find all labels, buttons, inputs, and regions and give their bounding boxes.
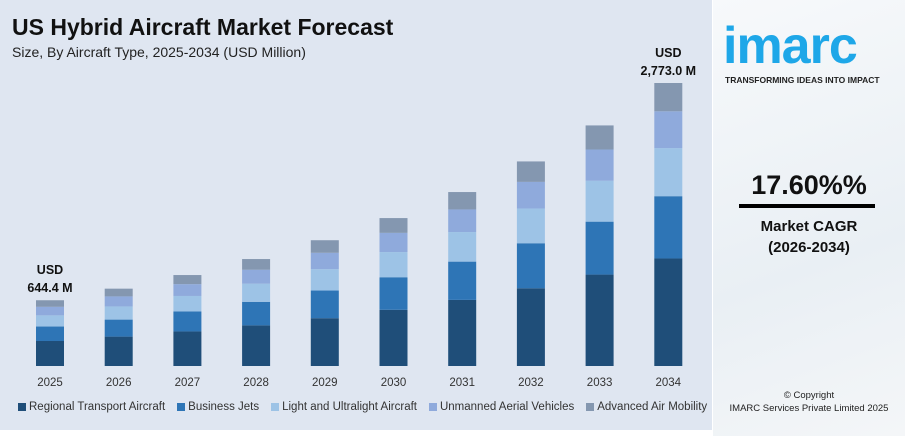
bar-segment-2030-3 bbox=[379, 232, 408, 253]
legend-label: Advanced Air Mobility bbox=[597, 401, 708, 413]
x-tick-label: 2028 bbox=[243, 377, 269, 389]
x-tick-label: 2032 bbox=[518, 377, 544, 389]
bar-segment-2031-0 bbox=[448, 299, 477, 366]
bar-segment-2034-1 bbox=[654, 196, 683, 259]
legend-swatch bbox=[428, 403, 437, 411]
x-tick-label: 2027 bbox=[175, 377, 201, 389]
bar-segment-2026-2 bbox=[104, 306, 133, 320]
bar-segment-2030-0 bbox=[379, 309, 408, 366]
legend-label: Light and Ultralight Aircraft bbox=[282, 401, 417, 413]
cagr-label: Market CAGR bbox=[760, 218, 858, 235]
legend-item: Business Jets bbox=[177, 401, 259, 413]
bar-segment-2031-1 bbox=[448, 261, 477, 300]
bar-segment-2030-2 bbox=[379, 252, 408, 278]
total-annotation: USD bbox=[37, 263, 63, 277]
copyright: © Copyright bbox=[783, 390, 835, 401]
bar-segment-2033-0 bbox=[585, 274, 614, 366]
bar-segment-2033-3 bbox=[585, 149, 614, 181]
bar-segment-2030-4 bbox=[379, 218, 408, 233]
bar-segment-2034-2 bbox=[654, 148, 683, 197]
x-tick-label: 2026 bbox=[106, 377, 132, 389]
bar-segment-2027-2 bbox=[173, 295, 202, 312]
bar-segment-2025-3 bbox=[36, 306, 64, 316]
bar-segment-2034-3 bbox=[654, 111, 683, 149]
bar-segment-2026-4 bbox=[104, 288, 133, 297]
bar-segment-2025-4 bbox=[36, 300, 64, 307]
x-tick-label: 2030 bbox=[381, 377, 407, 389]
bar-segment-2027-0 bbox=[173, 331, 202, 366]
bar-segment-2028-4 bbox=[242, 259, 271, 270]
legend-swatch bbox=[177, 403, 186, 411]
bar-segment-2033-2 bbox=[585, 180, 614, 222]
bar-plot: 2025 USD 644.4 M 2026 2027 2028 2029 2030 2031 20… bbox=[27, 46, 697, 389]
bar-segment-2028-0 bbox=[242, 325, 271, 366]
legend-item: Light and Ultralight Aircraft bbox=[271, 401, 417, 413]
bar-segment-2026-1 bbox=[104, 319, 133, 337]
legend-item: Advanced Air Mobility bbox=[586, 401, 707, 413]
legend-label: Business Jets bbox=[188, 401, 260, 413]
bar-segment-2025-0 bbox=[36, 341, 64, 366]
legend-label: Unmanned Aerial Vehicles bbox=[439, 401, 575, 413]
total-annotation: USD bbox=[655, 46, 681, 60]
bar-segment-2027-3 bbox=[173, 284, 202, 296]
bar-segment-2028-2 bbox=[242, 283, 271, 302]
x-tick-label: 2031 bbox=[449, 377, 475, 389]
legend-swatch bbox=[18, 403, 26, 411]
tagline: TRANSFORMING IDEAS INTO IMPACT bbox=[725, 75, 880, 85]
x-tick-label: 2025 bbox=[37, 377, 63, 389]
bar-segment-2031-2 bbox=[448, 232, 477, 262]
bar-segment-2034-4 bbox=[654, 83, 683, 112]
bar-segment-2029-3 bbox=[310, 252, 339, 270]
divider bbox=[739, 204, 875, 208]
chart-title: US Hybrid Aircraft Market Forecast bbox=[12, 14, 394, 40]
imarc-logo: imarc bbox=[723, 17, 858, 75]
cagr-period: (2026-2034) bbox=[768, 239, 850, 256]
bar-segment-2033-1 bbox=[585, 221, 614, 275]
legend-swatch bbox=[271, 403, 280, 411]
bar-segment-2032-0 bbox=[516, 288, 545, 366]
total-annotation: 2,773.0 M bbox=[641, 64, 697, 78]
bar-segment-2032-2 bbox=[516, 208, 545, 244]
legend-label: Regional Transport Aircraft bbox=[29, 401, 166, 413]
bar-segment-2034-0 bbox=[654, 258, 683, 366]
legend-item: Unmanned Aerial Vehicles bbox=[428, 401, 575, 413]
x-tick-label: 2029 bbox=[312, 377, 338, 389]
cagr-value: 17.60%% bbox=[751, 170, 867, 200]
legend-swatch bbox=[586, 403, 595, 411]
bar-segment-2032-4 bbox=[516, 161, 545, 182]
side-panel: imarc TRANSFORMING IDEAS INTO IMPACT 17.… bbox=[713, 0, 905, 436]
total-annotation: 644.4 M bbox=[27, 281, 72, 295]
bar-segment-2028-1 bbox=[242, 301, 271, 326]
company: IMARC Services Private Limited 2025 bbox=[729, 403, 889, 414]
x-tick-label: 2033 bbox=[587, 377, 613, 389]
bar-segment-2025-1 bbox=[36, 326, 64, 342]
x-tick-label: 2034 bbox=[656, 377, 682, 389]
bar-segment-2026-3 bbox=[104, 296, 133, 307]
bar-segment-2031-4 bbox=[448, 192, 477, 210]
bar-segment-2032-1 bbox=[516, 243, 545, 289]
bar-segment-2029-1 bbox=[310, 290, 339, 319]
legend: Regional Transport Aircraft Business Jets… bbox=[18, 401, 707, 413]
chart-subtitle: Size, By Aircraft Type, 2025-2034 (USD M… bbox=[12, 44, 306, 60]
bar-segment-2027-4 bbox=[173, 275, 202, 285]
legend-item: Regional Transport Aircraft bbox=[18, 401, 165, 413]
bar-segment-2029-4 bbox=[310, 240, 339, 253]
bar-segment-2025-2 bbox=[36, 315, 64, 327]
bar-segment-2033-4 bbox=[585, 125, 614, 150]
bar-segment-2028-3 bbox=[242, 269, 271, 284]
bar-segment-2026-0 bbox=[104, 336, 133, 366]
bar-segment-2032-3 bbox=[516, 181, 545, 209]
bar-segment-2029-0 bbox=[310, 318, 339, 366]
bar-segment-2031-3 bbox=[448, 209, 477, 233]
bar-segment-2030-1 bbox=[379, 277, 408, 310]
bar-segment-2029-2 bbox=[310, 269, 339, 291]
bar-segment-2027-1 bbox=[173, 311, 202, 332]
